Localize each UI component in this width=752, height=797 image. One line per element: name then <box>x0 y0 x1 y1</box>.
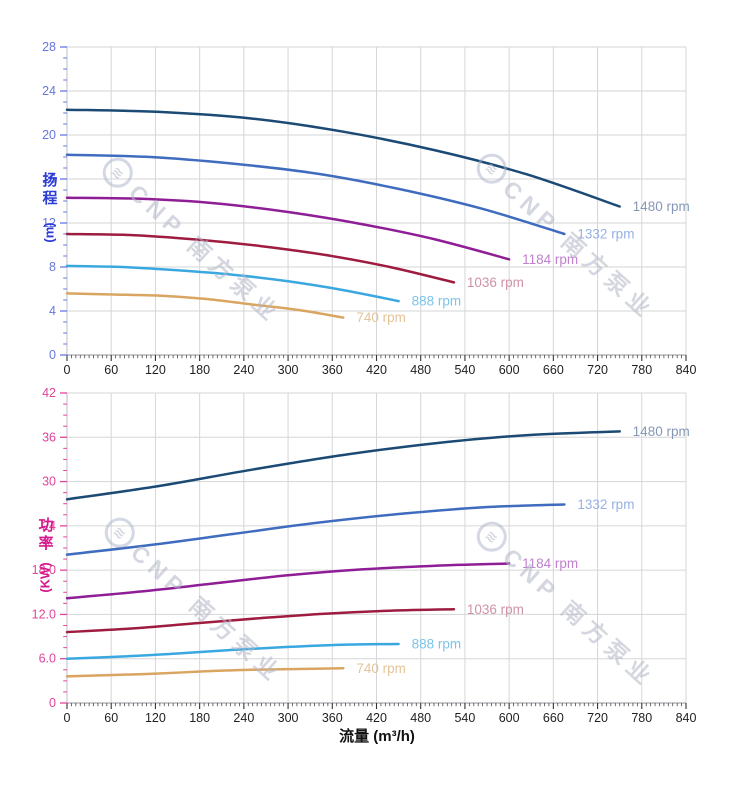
x-tick-label: 480 <box>410 363 431 377</box>
x-tick-label: 60 <box>104 711 118 725</box>
power-curve-1036-rpm <box>65 608 456 634</box>
head-curve-label-1332-rpm: 1332 rpm <box>577 227 634 242</box>
y-tick-label: 6.0 <box>39 652 56 666</box>
x-tick-label: 600 <box>499 711 520 725</box>
x-tick-label: 240 <box>233 363 254 377</box>
y-tick-label: 8 <box>49 260 56 274</box>
power-y-axis-unit-wrap: (KW) <box>36 556 54 598</box>
head-tick-labels: 0 60 120 180 240 300 360 420 480 540 600 660 720 780 8… <box>42 40 696 377</box>
x-tick-label: 720 <box>587 711 608 725</box>
x-tick-label: 360 <box>322 363 343 377</box>
y-tick-label: 4 <box>49 304 56 318</box>
head-curve-1184-rpm <box>65 196 511 261</box>
y-tick-label: 24 <box>42 519 56 533</box>
x-tick-label: 420 <box>366 711 387 725</box>
head-curve-label-888-rpm: 888 rpm <box>412 294 462 309</box>
head-curve-label-1036-rpm: 1036 rpm <box>467 275 524 290</box>
x-tick-label: 120 <box>145 363 166 377</box>
head-curve-888-rpm <box>65 264 400 303</box>
x-tick-label: 300 <box>278 711 299 725</box>
x-tick-label: 480 <box>410 711 431 725</box>
power-curve-label-1332-rpm: 1332 rpm <box>577 497 634 512</box>
x-tick-label: 240 <box>233 711 254 725</box>
x-tick-label: 0 <box>64 711 71 725</box>
power-y-axis-title-text: 功率 <box>36 517 54 553</box>
head-y-axis-unit: (m) <box>41 221 57 243</box>
x-tick-label: 300 <box>278 363 299 377</box>
x-tick-label: 720 <box>587 363 608 377</box>
power-curve-1184-rpm <box>65 562 511 600</box>
y-tick-label: 16 <box>42 172 56 186</box>
head-y-axis-title-text: 扬程 <box>40 172 58 208</box>
power-curve-label-1036-rpm: 1036 rpm <box>467 602 524 617</box>
head-y-axis-title: 扬程 (m) <box>40 172 58 253</box>
power-curve-labels: 1480 rpm 1332 rpm 1184 rpm 1036 rpm 888 rpm 7… <box>356 424 689 676</box>
power-grid <box>67 392 687 703</box>
power-y-axis-unit: (KW) <box>37 561 53 593</box>
y-tick-label: 12.0 <box>32 607 56 621</box>
head-curve-label-1184-rpm: 1184 rpm <box>522 252 578 267</box>
x-tick-label: 840 <box>676 363 697 377</box>
y-tick-label: 42 <box>42 386 56 400</box>
power-curve-740-rpm <box>65 667 345 678</box>
head-curve-1332-rpm <box>65 153 566 236</box>
y-tick-label: 0 <box>49 348 56 362</box>
x-tick-label: 840 <box>676 711 697 725</box>
power-curve-label-740-rpm: 740 rpm <box>356 661 406 676</box>
head-curve-1480-rpm <box>65 108 621 208</box>
x-tick-label: 60 <box>104 363 118 377</box>
y-tick-label: 36 <box>42 430 56 444</box>
power-curves <box>65 430 621 678</box>
x-tick-label: 600 <box>499 363 520 377</box>
power-curve-label-1480-rpm: 1480 rpm <box>633 424 690 439</box>
power-curve-label-888-rpm: 888 rpm <box>412 636 462 651</box>
x-tick-label: 780 <box>631 363 652 377</box>
y-tick-label: 24 <box>42 84 56 98</box>
x-tick-label: 0 <box>64 363 71 377</box>
y-tick-label: 0 <box>49 696 56 710</box>
x-tick-label: 420 <box>366 363 387 377</box>
x-tick-label: 660 <box>543 363 564 377</box>
head-curve-740-rpm <box>65 292 345 319</box>
x-tick-label: 660 <box>543 711 564 725</box>
flow-x-axis-title: 流量 (m³/h) <box>339 728 415 745</box>
y-tick-label: 30 <box>42 475 56 489</box>
power-curve-1332-rpm <box>65 503 566 556</box>
power-curve-888-rpm <box>65 642 400 660</box>
x-tick-label: 180 <box>189 363 210 377</box>
power-curve-1480-rpm <box>65 430 621 501</box>
x-tick-label: 540 <box>454 711 475 725</box>
head-curve-labels: 1480 rpm 1332 rpm 1184 rpm 1036 rpm 888 rpm 7… <box>356 199 689 325</box>
head-grid <box>67 46 687 355</box>
head-curve-label-1480-rpm: 1480 rpm <box>633 199 690 214</box>
power-ticks <box>60 392 687 709</box>
y-tick-label: 12 <box>42 216 56 230</box>
y-tick-label: 20 <box>42 128 56 142</box>
x-tick-label: 780 <box>631 711 652 725</box>
x-tick-label: 540 <box>454 363 475 377</box>
x-tick-label: 180 <box>189 711 210 725</box>
x-tick-label: 120 <box>145 711 166 725</box>
head-y-axis-unit-wrap: (m) <box>40 211 58 253</box>
head-ticks <box>60 46 687 361</box>
head-curves <box>65 108 621 319</box>
head-curve-1036-rpm <box>65 232 456 284</box>
x-tick-label: 360 <box>322 711 343 725</box>
power-y-axis-title: 功率 (KW) <box>36 517 54 598</box>
power-tick-labels: 0 60 120 180 240 300 360 420 480 540 600 660 720 780 8… <box>32 386 697 725</box>
head-curve-label-740-rpm: 740 rpm <box>356 310 406 325</box>
y-tick-label: 28 <box>42 40 56 54</box>
power-curve-label-1184-rpm: 1184 rpm <box>522 556 578 571</box>
y-tick-label: 18.0 <box>32 563 56 577</box>
